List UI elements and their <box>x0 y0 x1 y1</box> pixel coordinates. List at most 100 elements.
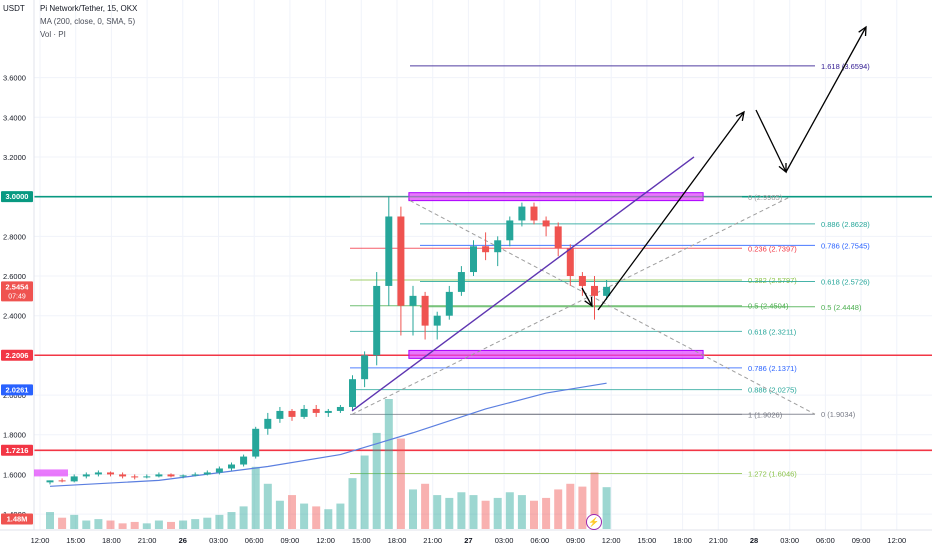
price-badge <box>1 349 33 361</box>
volume-bar <box>167 521 175 529</box>
time-axis[interactable]: 12:00 15:00 18:00 21:00 26 03:00 06:00 09:00 12:… <box>0 529 932 545</box>
volume-bar <box>275 500 284 529</box>
price-badge-label: 2.2006 <box>6 351 29 360</box>
fib-level-label: 0.236 (2.7397) <box>748 244 797 253</box>
candle-body <box>70 476 78 482</box>
candle-body <box>288 410 296 417</box>
fib-level-label: 0.886 (2.0275) <box>748 386 797 395</box>
candle-body <box>603 286 611 296</box>
y-tick-label: 3.2000 <box>3 153 26 162</box>
candle-body <box>506 220 514 241</box>
chart-title: Pi Network/Tether, 15, OKX <box>40 4 138 13</box>
volume-bar <box>445 497 454 529</box>
x-tick-label: 09:00 <box>852 536 871 545</box>
volume-bar <box>203 517 212 529</box>
projection-arrow <box>581 287 593 307</box>
candle-body <box>554 226 562 249</box>
candle-body <box>191 474 199 476</box>
candle-body <box>312 408 320 413</box>
volume-bar <box>251 466 260 529</box>
lightning-icon[interactable]: ⚡ <box>586 514 602 530</box>
y-tick-label: 3.4000 <box>3 113 26 122</box>
volume-bar <box>578 486 587 529</box>
candle-body <box>276 410 284 419</box>
y-tick-label: 2.8000 <box>3 232 26 241</box>
trend-drawings[interactable] <box>351 25 867 412</box>
x-tick-label: 09:00 <box>281 536 300 545</box>
price-badge-label: 1.7216 <box>6 446 29 455</box>
volume-bar <box>542 497 551 529</box>
candle-body <box>252 428 260 457</box>
fib-diagonal <box>409 200 816 415</box>
candle-body <box>421 295 429 326</box>
fibonacci-levels[interactable]: 0 (2.9985) 0.236 (2.7397) 0.382 (2.5797) 0.… <box>350 62 870 479</box>
price-badge <box>1 513 33 525</box>
price-zone <box>408 349 704 359</box>
volume-bar <box>530 500 538 529</box>
x-tick-label: 06:00 <box>245 536 264 545</box>
volume-bar <box>154 520 163 529</box>
projection-arrow <box>597 111 745 311</box>
volume-bar <box>505 492 514 529</box>
y-tick-label: 2.0000 <box>3 391 26 400</box>
volume-bar <box>70 514 79 529</box>
volume-bar <box>336 503 345 529</box>
candle-body <box>482 246 490 253</box>
fib-level-label: 1.272 (1.6046) <box>748 470 797 479</box>
volume-indicator-label[interactable]: Vol · PI <box>40 30 66 39</box>
x-tick-label: 12:00 <box>602 536 621 545</box>
fib-level-label: 0.786 (2.7545) <box>821 241 870 250</box>
ma-200-line <box>49 382 607 487</box>
trend-line <box>351 156 695 412</box>
candle-body <box>518 206 526 221</box>
volume-bar <box>263 483 272 529</box>
x-tick-label: 15:00 <box>352 536 371 545</box>
candle-body <box>324 410 332 413</box>
candlesticks[interactable] <box>46 196 611 485</box>
volume-bar <box>82 520 91 529</box>
ma-indicator-label[interactable]: MA (200, close, 0, SMA, 5) <box>40 17 136 26</box>
volume-bar <box>227 512 236 529</box>
volume-bar <box>118 523 127 529</box>
projection-arrow <box>785 26 867 173</box>
volume-bar <box>517 495 526 529</box>
x-tick-label: 03:00 <box>495 536 514 545</box>
volume-bar <box>372 432 381 529</box>
candle-body <box>94 472 102 475</box>
price-badge <box>1 281 33 302</box>
x-tick-label: 21:00 <box>423 536 442 545</box>
x-tick-label: 12:00 <box>887 536 906 545</box>
volume-bar <box>94 519 103 529</box>
candle-body <box>240 456 248 465</box>
volume-bar <box>312 506 321 529</box>
candle-body <box>578 276 586 286</box>
y-tick-label: 2.4000 <box>3 312 26 321</box>
candle-body <box>349 379 356 407</box>
volume-bar <box>396 438 405 529</box>
fib-diagonal <box>351 196 791 415</box>
arrow-head <box>584 296 593 308</box>
fib-level-label: 0.618 (2.5726) <box>821 277 870 286</box>
volume-bar <box>469 495 478 529</box>
x-tick-label: 09:00 <box>566 536 585 545</box>
volume-bar <box>421 483 430 529</box>
candle-body <box>131 476 139 478</box>
arrow-head <box>858 25 867 37</box>
x-tick-label: 18:00 <box>388 536 407 545</box>
volume-bar <box>566 483 575 529</box>
x-tick-label: 12:00 <box>316 536 335 545</box>
candle-body <box>373 285 381 356</box>
volume-bar <box>58 517 67 529</box>
volume-bar <box>300 503 309 529</box>
price-badge <box>1 384 33 396</box>
x-tick-label: 21:00 <box>138 536 157 545</box>
volume-bar <box>288 495 296 529</box>
volume-bar <box>324 509 333 529</box>
fib-level-label: 1 (1.9026) <box>748 410 783 419</box>
volume-bar <box>433 495 442 529</box>
x-tick-label: 15:00 <box>66 536 85 545</box>
arrow-head <box>735 110 745 121</box>
fib-level-label: 1.618 (3.6594) <box>821 62 870 71</box>
candle-body <box>542 220 550 227</box>
